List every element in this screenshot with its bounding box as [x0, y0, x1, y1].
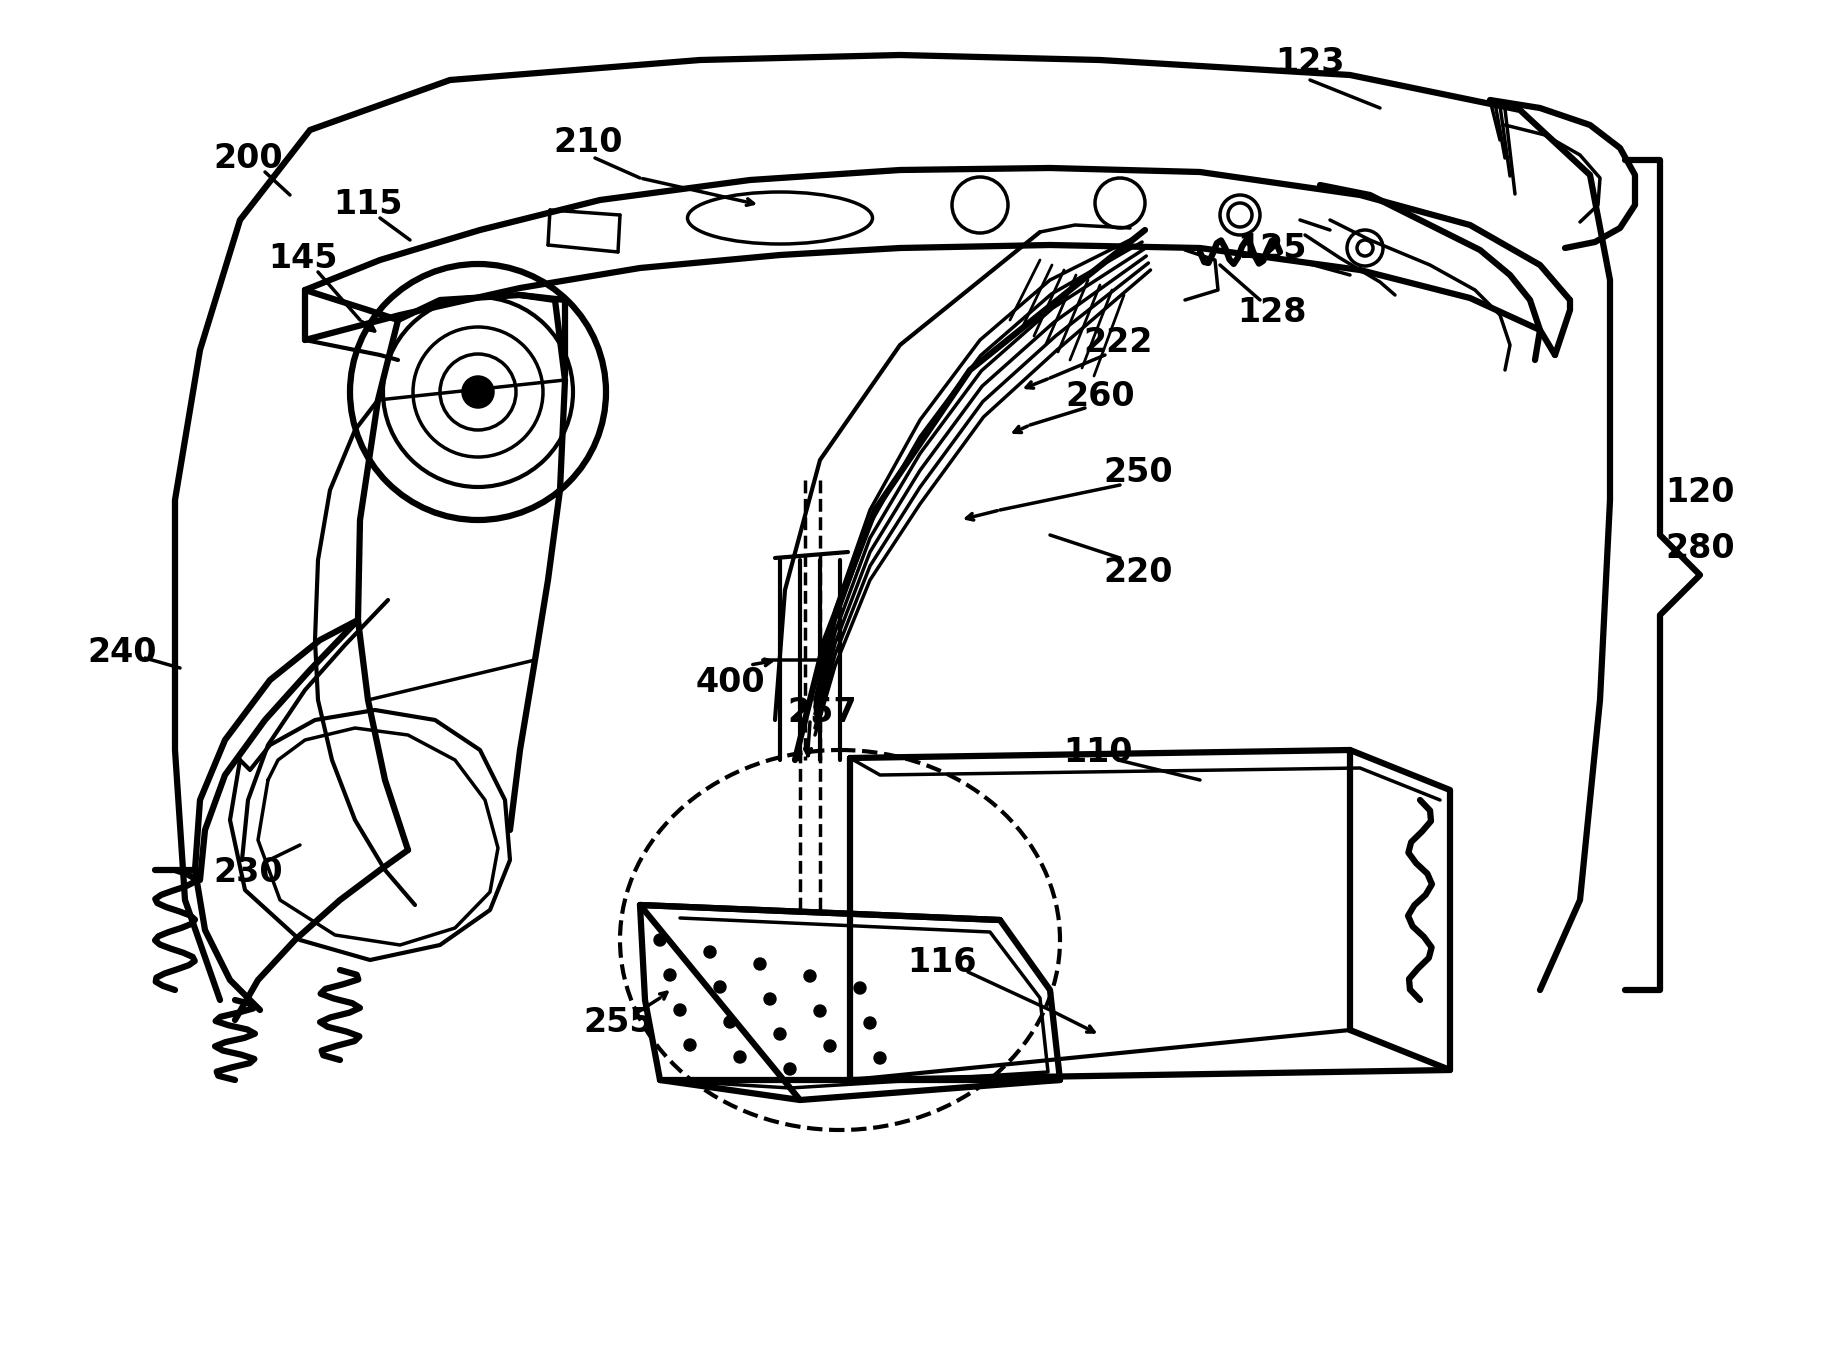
Circle shape: [673, 1004, 686, 1016]
Text: 257: 257: [787, 695, 857, 729]
Text: 110: 110: [1062, 736, 1132, 768]
Circle shape: [754, 957, 765, 970]
Text: 222: 222: [1083, 325, 1152, 359]
Text: 123: 123: [1275, 45, 1345, 79]
Circle shape: [853, 982, 866, 994]
Circle shape: [684, 1039, 695, 1051]
Circle shape: [873, 1053, 886, 1064]
Text: 220: 220: [1103, 555, 1173, 589]
Text: 230: 230: [213, 855, 283, 888]
Circle shape: [784, 1064, 796, 1074]
Circle shape: [714, 981, 727, 993]
Circle shape: [864, 1017, 875, 1030]
Circle shape: [824, 1040, 837, 1053]
Text: 116: 116: [906, 945, 976, 978]
Text: 120: 120: [1664, 476, 1734, 509]
Circle shape: [705, 947, 716, 957]
Circle shape: [815, 1005, 826, 1017]
Text: 115: 115: [334, 189, 402, 222]
Text: 240: 240: [88, 635, 156, 669]
Text: 128: 128: [1237, 295, 1307, 329]
Circle shape: [664, 968, 675, 981]
Text: 260: 260: [1064, 381, 1134, 413]
Circle shape: [653, 934, 666, 947]
Text: 200: 200: [213, 141, 283, 174]
Text: 250: 250: [1103, 456, 1173, 488]
Circle shape: [774, 1028, 785, 1040]
Text: 145: 145: [268, 242, 338, 275]
Circle shape: [734, 1051, 747, 1064]
Text: 210: 210: [552, 126, 622, 159]
Circle shape: [725, 1016, 736, 1028]
Circle shape: [763, 993, 776, 1005]
Circle shape: [804, 970, 817, 982]
Text: 280: 280: [1664, 532, 1734, 564]
Text: 125: 125: [1237, 231, 1307, 264]
Text: 255: 255: [584, 1005, 653, 1039]
Circle shape: [462, 377, 494, 407]
Text: 400: 400: [695, 665, 765, 699]
